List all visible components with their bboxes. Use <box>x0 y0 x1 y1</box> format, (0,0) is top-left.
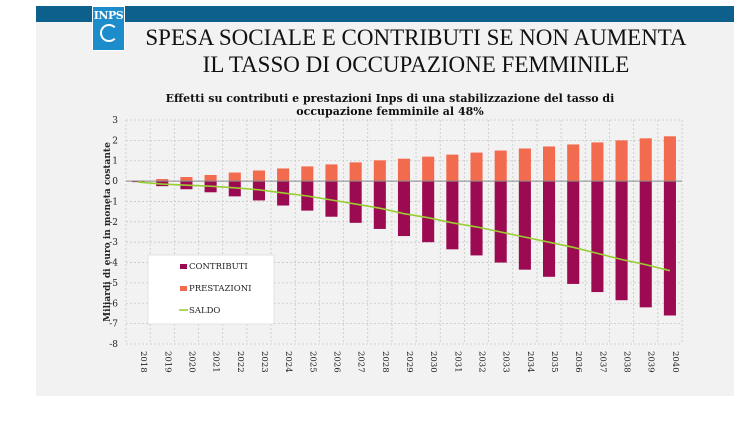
y-tick-label: -7 <box>109 320 118 330</box>
x-tick-label: 2040 <box>670 351 680 373</box>
logo-swirl-icon <box>100 24 118 42</box>
top-bar <box>36 6 734 22</box>
bar-contributi <box>446 181 459 250</box>
bar-prestazioni <box>325 164 338 182</box>
bar-prestazioni <box>615 140 628 182</box>
y-tick-label: 3 <box>112 116 118 126</box>
bar-contributi <box>543 181 556 277</box>
x-tick-label: 2019 <box>162 351 172 373</box>
bar-prestazioni <box>373 160 386 182</box>
x-tick-label: 2024 <box>283 351 293 373</box>
inps-logo: INPS <box>92 6 125 51</box>
chart-title-line-1: Effetti su contributi e prestazioni Inps… <box>165 92 615 105</box>
legend-swatch <box>180 286 187 291</box>
bar-contributi <box>422 181 435 243</box>
bar-prestazioni <box>663 136 676 182</box>
y-tick-label: 0 <box>112 177 118 187</box>
bar-prestazioni <box>639 138 652 182</box>
y-axis-label: Miliardi di euro in moneta costante <box>103 142 113 322</box>
y-tick-label: -1 <box>109 197 118 207</box>
bar-prestazioni <box>567 144 580 182</box>
x-tick-label: 2018 <box>138 351 148 373</box>
x-tick-label: 2026 <box>331 351 341 373</box>
bar-contributi <box>591 181 604 293</box>
bar-contributi <box>615 181 628 301</box>
y-tick-label: -5 <box>109 279 118 289</box>
bar-contributi <box>518 181 531 270</box>
slide-title-line-2: IL TASSO DI OCCUPAZIONE FEMMINILE <box>202 52 630 77</box>
bar-prestazioni <box>591 142 604 182</box>
legend-label: SALDO <box>189 306 220 316</box>
legend-swatch <box>180 264 187 269</box>
bar-contributi <box>132 181 145 183</box>
bar-prestazioni <box>156 179 169 182</box>
bar-prestazioni <box>252 170 265 182</box>
x-tick-label: 2032 <box>477 351 487 373</box>
x-tick-label: 2038 <box>622 351 632 373</box>
bar-prestazioni <box>204 174 217 182</box>
bar-contributi <box>325 181 338 217</box>
bar-prestazioni <box>518 148 531 182</box>
slide-title-line-1: SPESA SOCIALE E CONTRIBUTI SE NON AUMENT… <box>145 25 687 50</box>
x-tick-label: 2030 <box>428 351 438 373</box>
bar-prestazioni <box>349 162 362 182</box>
bar-prestazioni <box>470 152 483 182</box>
slide-title: SPESA SOCIALE E CONTRIBUTI SE NON AUMENT… <box>128 24 704 78</box>
x-tick-label: 2023 <box>259 351 269 373</box>
bar-contributi <box>470 181 483 256</box>
chart-title: Effetti su contributi e prestazioni Inps… <box>130 92 650 118</box>
y-tick-label: -6 <box>109 299 118 309</box>
x-tick-label: 2036 <box>573 351 583 373</box>
x-tick-label: 2020 <box>186 351 196 373</box>
x-tick-label: 2035 <box>549 351 559 373</box>
bar-contributi <box>252 181 265 201</box>
bar-prestazioni <box>397 158 411 182</box>
x-tick-label: 2031 <box>452 351 462 373</box>
chart-title-line-2: occupazione femminile al 48% <box>296 105 484 118</box>
legend-box <box>147 254 275 325</box>
bar-contributi <box>228 181 241 197</box>
bar-contributi <box>349 181 362 223</box>
line-saldo <box>138 181 671 272</box>
bar-prestazioni <box>422 156 435 182</box>
logo-text: INPS <box>93 9 124 22</box>
bar-contributi <box>397 181 411 237</box>
x-tick-label: 2039 <box>646 351 656 373</box>
bar-prestazioni <box>277 168 290 182</box>
legend-label: PRESTAZIONI <box>189 284 252 294</box>
y-tick-label: 1 <box>112 157 118 167</box>
bar-prestazioni <box>180 177 193 182</box>
x-tick-label: 2025 <box>307 351 317 373</box>
y-tick-label: -4 <box>109 259 118 269</box>
x-tick-label: 2037 <box>597 351 607 373</box>
y-tick-label: -2 <box>109 218 118 228</box>
bar-contributi <box>494 181 507 263</box>
x-tick-label: 2022 <box>235 351 245 373</box>
y-tick-label: -3 <box>109 238 118 248</box>
bar-contributi <box>663 181 676 316</box>
bar-prestazioni <box>301 166 314 182</box>
bar-contributi <box>639 181 652 308</box>
y-tick-label: -8 <box>109 340 118 350</box>
x-tick-label: 2021 <box>211 351 221 373</box>
x-tick-label: 2029 <box>404 351 414 373</box>
x-tick-label: 2033 <box>501 351 511 373</box>
bar-prestazioni <box>494 150 507 182</box>
x-tick-label: 2027 <box>356 351 366 373</box>
bar-contributi <box>373 181 386 229</box>
x-tick-label: 2028 <box>380 351 390 373</box>
x-tick-label: 2034 <box>525 351 535 373</box>
bar-prestazioni <box>446 154 459 182</box>
legend-label: CONTRIBUTI <box>189 262 248 272</box>
bar-prestazioni <box>228 172 241 182</box>
bar-prestazioni <box>543 146 556 182</box>
y-tick-label: 2 <box>112 136 118 146</box>
bar-contributi <box>567 181 580 284</box>
